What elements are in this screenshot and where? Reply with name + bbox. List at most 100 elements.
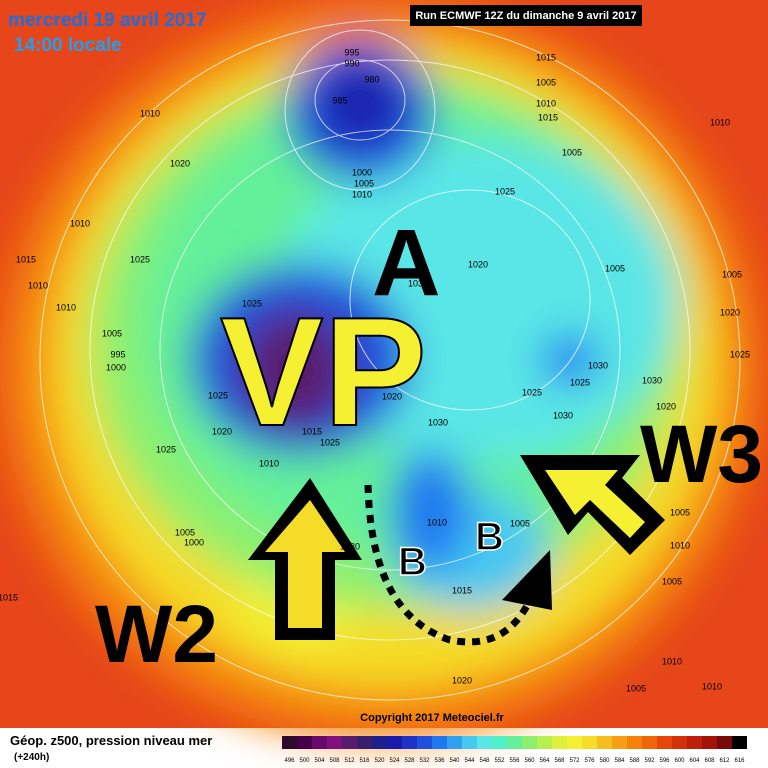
pressure-label: 1025: [730, 349, 750, 359]
colorbar-label: 556: [509, 758, 520, 764]
colorbar-cell: [327, 736, 342, 749]
annotation-b: B: [398, 540, 427, 584]
colorbar-label: 528: [404, 758, 415, 764]
pressure-label: 1005: [670, 507, 690, 517]
colorbar-label: 600: [674, 758, 685, 764]
pressure-label: 1010: [536, 98, 556, 108]
date: mercredi 19 avril 2017: [8, 10, 207, 31]
pressure-label: 1030: [588, 360, 608, 370]
pressure-label: 1020: [656, 401, 676, 411]
pressure-label: 1025: [130, 254, 150, 264]
pressure-label: 1020: [468, 259, 488, 269]
pressure-label: 1010: [662, 656, 682, 666]
pressure-label: 1010: [352, 189, 372, 199]
colorbar-label: 584: [614, 758, 625, 764]
pressure-label: 1020: [382, 391, 402, 401]
pressure-label: 985: [332, 95, 347, 105]
pressure-label: 1030: [408, 278, 428, 288]
pressure-label: 1020: [170, 158, 190, 168]
colorbar-cell: [597, 736, 612, 749]
colorbar-label: 536: [434, 758, 445, 764]
colorbar-cell: [357, 736, 372, 749]
arrows: [248, 455, 665, 646]
pressure-label: 1025: [570, 377, 590, 387]
pressure-label: 1010: [670, 540, 690, 550]
pressure-label: 1030: [642, 375, 662, 385]
pressure-label: 1010: [710, 117, 730, 127]
pressure-label: 1010: [259, 458, 279, 468]
pressure-label: 1010: [140, 108, 160, 118]
colorbar-label: 516: [359, 758, 370, 764]
pressure-label: 1020: [720, 307, 740, 317]
colorbar-label: 588: [629, 758, 640, 764]
colorbar-label: 560: [524, 758, 535, 764]
colorbar-label: 544: [464, 758, 475, 764]
colorbar-label: 496: [284, 758, 295, 764]
colorbar-label: 520: [374, 758, 385, 764]
colorbar-label: 524: [389, 758, 400, 764]
colorbar-cell: [342, 736, 357, 749]
colorbar-label: 572: [569, 758, 580, 764]
colorbar-label: 504: [314, 758, 325, 764]
pressure-label: 1010: [28, 280, 48, 290]
colorbar-cell: [582, 736, 597, 749]
colorbar-cell: [477, 736, 492, 749]
colorbar-cell: [507, 736, 522, 749]
colorbar-cell: [297, 736, 312, 749]
colorbar-label: 596: [659, 758, 670, 764]
colorbar-label: 592: [644, 758, 655, 764]
pressure-label: 1015: [302, 426, 322, 436]
pressure-label: 1005: [354, 178, 374, 188]
annotation-b: B: [475, 515, 504, 559]
colorbar-label: 564: [539, 758, 550, 764]
pressure-label: 980: [364, 74, 379, 84]
colorbar-cell: [432, 736, 447, 749]
isobars: [39, 19, 741, 701]
pressure-label: 1005: [626, 683, 646, 693]
run-box: [410, 5, 642, 26]
geopotential-field: [0, 0, 760, 740]
colorbar-cell: [402, 736, 417, 749]
colorbar-cell: [552, 736, 567, 749]
colorbar-cell: [417, 736, 432, 749]
pressure-label: 1020: [212, 426, 232, 436]
colorbar-cell: [537, 736, 552, 749]
colorbar-label: 608: [704, 758, 715, 764]
colorbar-label: 576: [584, 758, 595, 764]
pressure-label: 1030: [428, 417, 448, 427]
pressure-label: 1000: [184, 537, 204, 547]
colorbar-label: 532: [419, 758, 430, 764]
copyright: Copyright 2017 Meteociel.fr: [360, 712, 504, 724]
colorbar-cell: [732, 736, 747, 749]
legend-title: Géop. z500, pression niveau mer: [10, 733, 212, 748]
pressure-label: 1010: [56, 302, 76, 312]
pressure-label: 995: [344, 47, 359, 57]
colorbar-cell: [567, 736, 582, 749]
pressure-label: 1030: [553, 410, 573, 420]
pressure-label: 1025: [320, 437, 340, 447]
forecast-lead: (+240h): [14, 752, 49, 763]
pressure-label: 1015: [452, 585, 472, 595]
pressure-label: 1010: [427, 517, 447, 527]
pressure-label: 1005: [562, 147, 582, 157]
colorbar-cell: [657, 736, 672, 749]
annotation-w2: W2: [95, 589, 218, 680]
colorbar: 496 500 504 508 512 516 520 524 528 532 536 540 544 5…: [282, 736, 747, 764]
pressure-label: 1030: [340, 541, 360, 551]
colorbar-cell: [282, 736, 297, 749]
colorbar-cell: [672, 736, 687, 749]
pressure-label: 1005: [175, 527, 195, 537]
colorbar-cell: [387, 736, 402, 749]
pressure-label: 1015: [538, 112, 558, 122]
annotation-a: A: [372, 210, 441, 316]
pressure-label: 1015: [0, 592, 18, 602]
colorbar-cell: [702, 736, 717, 749]
pressure-labels: 9959909809851015100510101015101010201000…: [0, 47, 750, 693]
colorbar-label: 548: [479, 758, 490, 764]
colorbar-cell: [492, 736, 507, 749]
pressure-label: 1005: [510, 518, 530, 528]
colorbar-cell: [717, 736, 732, 749]
pressure-label: 1025: [522, 387, 542, 397]
pressure-label: 1005: [722, 269, 742, 279]
colorbar-cell: [612, 736, 627, 749]
